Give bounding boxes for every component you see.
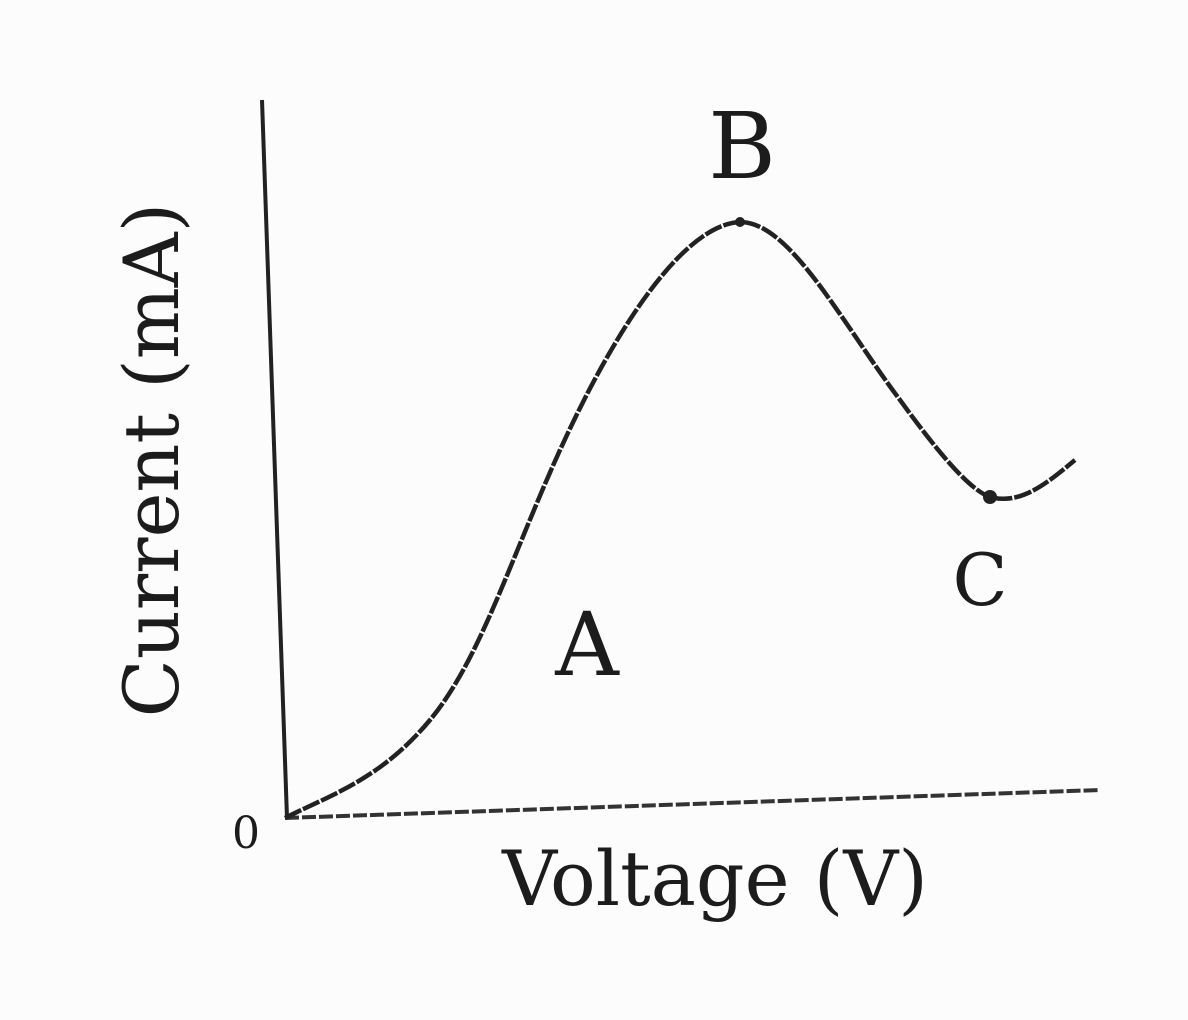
x-axis-label: Voltage (V) <box>501 834 928 923</box>
point-a-label: A <box>554 593 620 696</box>
origin-label: 0 <box>232 808 260 859</box>
point-c-marker <box>983 490 997 504</box>
point-b-label: B <box>708 93 776 200</box>
y-axis <box>260 99 289 819</box>
x-axis <box>284 788 1101 820</box>
point-b-marker <box>735 217 745 227</box>
y-axis-label: Current (mA) <box>107 203 196 718</box>
point-c-label: C <box>952 538 1007 622</box>
iv-curve <box>283 219 1077 821</box>
